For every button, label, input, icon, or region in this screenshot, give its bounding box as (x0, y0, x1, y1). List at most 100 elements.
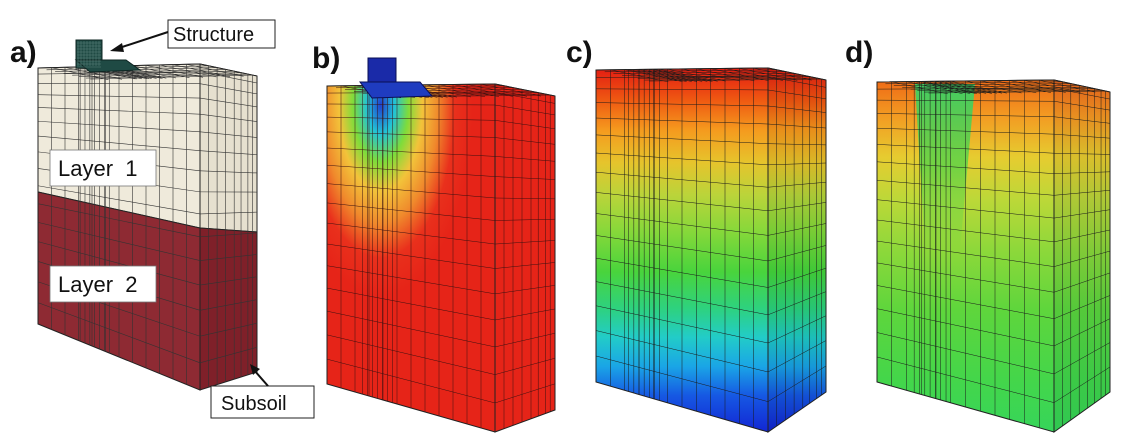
mesh-line (876, 180, 1055, 196)
mesh-line (595, 134, 769, 144)
layer2-label: Layer 2 (49, 265, 157, 303)
mesh-line (326, 358, 496, 404)
mesh-line (199, 322, 258, 337)
subsoil-callout: Subsoil (210, 364, 315, 419)
mesh-line (595, 305, 769, 344)
subsoil-arrow-line (253, 369, 269, 387)
mesh-line (1053, 295, 1111, 319)
panel-a-structure-base (74, 59, 142, 73)
mesh-line (595, 281, 769, 316)
mesh-line (494, 357, 556, 375)
mesh-line (494, 332, 556, 348)
mesh-line (595, 152, 769, 166)
mesh-line (79, 72, 242, 77)
mesh-line (767, 223, 827, 236)
mesh-line (37, 120, 201, 133)
panel-d (876, 79, 1111, 433)
mesh-line (72, 70, 235, 76)
mesh-line (1053, 152, 1111, 155)
mesh-line (199, 347, 258, 364)
mesh-line (63, 69, 226, 74)
mesh-line (910, 86, 1088, 90)
panel-d-side-face (1053, 79, 1111, 433)
mesh-line (767, 245, 827, 262)
mesh-line (199, 150, 258, 156)
mesh-line (767, 181, 827, 188)
mesh-line (494, 137, 556, 145)
mesh-line (767, 267, 827, 288)
mesh-line (1053, 88, 1111, 100)
structure-callout: Structure (110, 19, 276, 52)
mesh-line (649, 78, 822, 82)
panel-b-structure-base (359, 81, 434, 99)
mesh-line (494, 308, 556, 321)
mesh-line (199, 97, 258, 108)
mesh-line (876, 199, 1055, 219)
subsoil-arrow-head (250, 364, 260, 375)
mesh-line (326, 165, 496, 177)
mesh-line (595, 213, 769, 236)
mesh-line (494, 383, 556, 404)
panel-c-side-face (767, 67, 827, 433)
panel-d-mesh (876, 79, 1111, 428)
mesh-line (326, 202, 496, 221)
structure-callout-box (167, 19, 276, 49)
mesh-line (876, 332, 1055, 375)
mesh-line (37, 222, 201, 261)
mesh-line (1053, 116, 1111, 124)
mesh-line (326, 131, 496, 138)
mesh-line (876, 144, 1055, 154)
mesh-line (595, 102, 769, 107)
mesh-line (1053, 272, 1111, 293)
mesh-line (326, 222, 496, 245)
structure-arrow-line (115, 31, 169, 50)
mesh-line (876, 240, 1055, 267)
mesh-line (767, 123, 827, 129)
mesh-line (494, 240, 556, 245)
mesh-line (595, 235, 769, 262)
mesh-line (767, 315, 827, 344)
panel-a-structure-mesh (77, 41, 101, 68)
panel-label-a: a) (10, 36, 37, 69)
mesh-line (876, 308, 1055, 347)
mesh-line (876, 113, 1055, 117)
mesh-line (199, 113, 258, 122)
mesh-line (90, 74, 253, 80)
mesh-line (326, 287, 496, 321)
panel-a (37, 39, 258, 391)
mesh-line (326, 334, 496, 375)
mesh-line (767, 105, 827, 113)
mesh-line (37, 107, 201, 115)
mesh-line (326, 265, 496, 295)
mesh-line (928, 90, 1106, 94)
mesh-line (199, 131, 258, 138)
mesh-line (326, 116, 496, 121)
layer2-label-text: Layer 2 (58, 272, 138, 297)
mesh-line (199, 299, 258, 311)
mesh-line (637, 76, 810, 79)
mesh-line (1053, 229, 1111, 243)
mesh-line (885, 81, 1063, 85)
mesh-line (595, 355, 769, 402)
mesh-line (494, 285, 556, 295)
mesh-line (37, 185, 201, 215)
mesh-line (494, 104, 556, 116)
mesh-line (604, 69, 777, 73)
panel-b (326, 57, 556, 433)
mesh-line (595, 192, 769, 212)
mesh-line (494, 156, 556, 162)
mesh-line (199, 170, 258, 174)
mesh-line (595, 171, 769, 188)
mesh-line (902, 85, 1080, 88)
mesh-line (595, 76, 769, 78)
mesh-line (199, 276, 258, 286)
mesh-line (1053, 250, 1111, 267)
panel-b-mesh (326, 83, 556, 429)
mesh-line (767, 202, 827, 212)
mesh-line (326, 147, 496, 157)
mesh-line (767, 340, 827, 373)
mesh-line (767, 89, 827, 100)
mesh-line (1053, 190, 1111, 196)
mesh-line (1053, 209, 1111, 219)
